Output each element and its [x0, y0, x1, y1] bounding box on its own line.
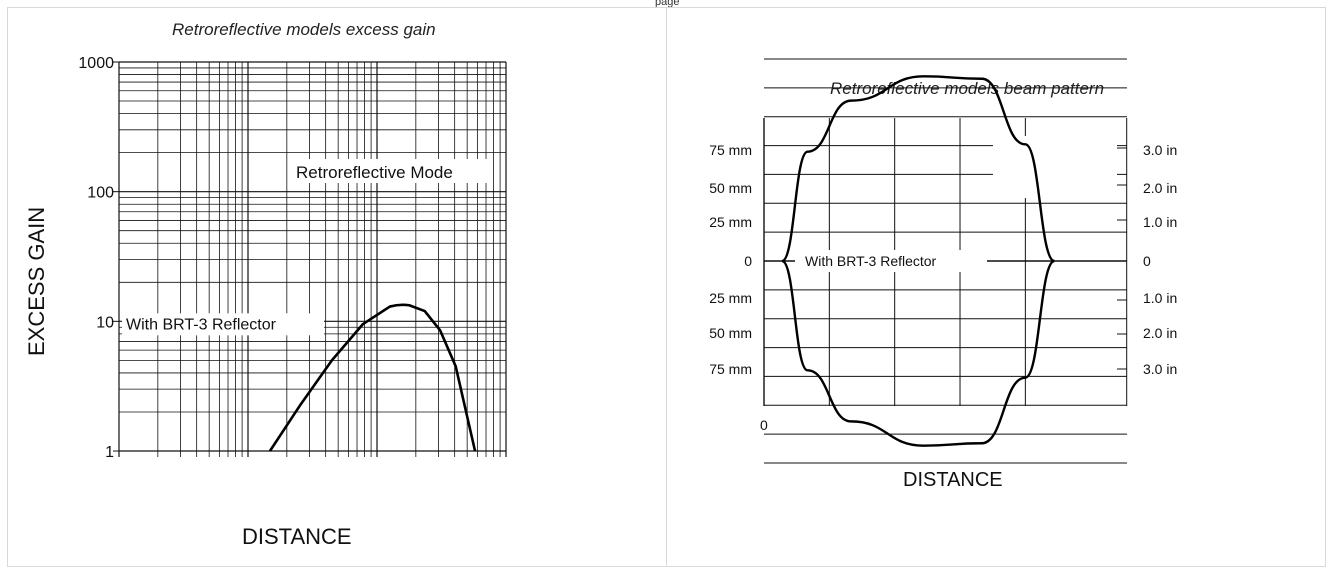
y-tick-label-right: 1.0 in	[1143, 214, 1177, 230]
annotation-retroreflective-mode: Retroreflective Mode	[296, 163, 453, 182]
y-tick-label: 1	[105, 444, 114, 461]
y-tick-label-left: 75 mm	[709, 142, 752, 158]
series-label-brt3-beam: With BRT-3 Reflector	[805, 253, 937, 269]
y-tick-label-left: 25 mm	[709, 290, 752, 306]
y-tick-label-right: 3.0 in	[1143, 142, 1177, 158]
y-tick-label-right: 3.0 in	[1143, 361, 1177, 377]
chart-title-excess-gain: Retroreflective models excess gain	[172, 20, 436, 39]
excess-gain-chart: 1 10 100 1000 Retroreflective Mode With BRT-3…	[78, 55, 507, 461]
y-tick-label-left: 25 mm	[709, 214, 752, 230]
series-line-beam-upper	[781, 75, 1056, 263]
series-line-brt3	[268, 303, 477, 452]
chart-title-beam-pattern: Retroreflective models beam pattern	[830, 79, 1105, 98]
y-tick-label-right: 2.0 in	[1143, 325, 1177, 341]
x-tick-label: 0	[760, 417, 768, 433]
page-label: page	[655, 0, 680, 8]
series-label-brt3: With BRT-3 Reflector	[126, 316, 277, 333]
y-tick-label-left: 0	[744, 253, 752, 269]
beam-pattern-chart: 75 mm 50 mm 25 mm 0 25 mm 50 mm 75 mm 3.0 in 2.0…	[709, 58, 1177, 464]
legend-gap	[993, 136, 1117, 198]
beam-pattern-panel: Retroreflective models beam pattern DIST…	[666, 7, 1326, 567]
y-tick-label: 10	[96, 314, 114, 331]
y-tick-label-right: 1.0 in	[1143, 290, 1177, 306]
series-label-background	[795, 250, 987, 272]
series-label-background	[122, 313, 324, 336]
excess-gain-panel: Retroreflective models excess gain EXCES…	[7, 7, 667, 567]
x-axis-label-excess-gain: DISTANCE	[242, 524, 352, 549]
y-tick-label-left: 75 mm	[709, 361, 752, 377]
x-axis-label-beam-pattern: DISTANCE	[903, 469, 1003, 491]
excess-gain-grid	[118, 61, 507, 457]
y-tick-label: 1000	[78, 55, 114, 72]
y-tick-label-left: 50 mm	[709, 325, 752, 341]
y-tick-label-right: 0	[1143, 253, 1151, 269]
y-tick-label-left: 50 mm	[709, 180, 752, 196]
y-tick-label: 100	[87, 185, 114, 202]
annotation-background	[291, 159, 491, 183]
y-tick-label-right: 2.0 in	[1143, 180, 1177, 196]
series-line-beam-lower	[781, 259, 1056, 447]
